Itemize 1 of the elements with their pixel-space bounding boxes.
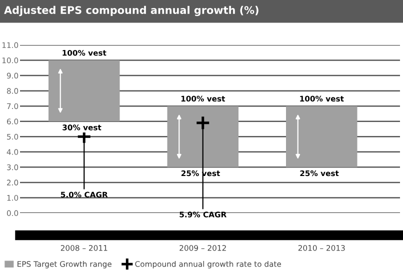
chart-title: Adjusted EPS compound annual growth (%) (4, 6, 258, 16)
